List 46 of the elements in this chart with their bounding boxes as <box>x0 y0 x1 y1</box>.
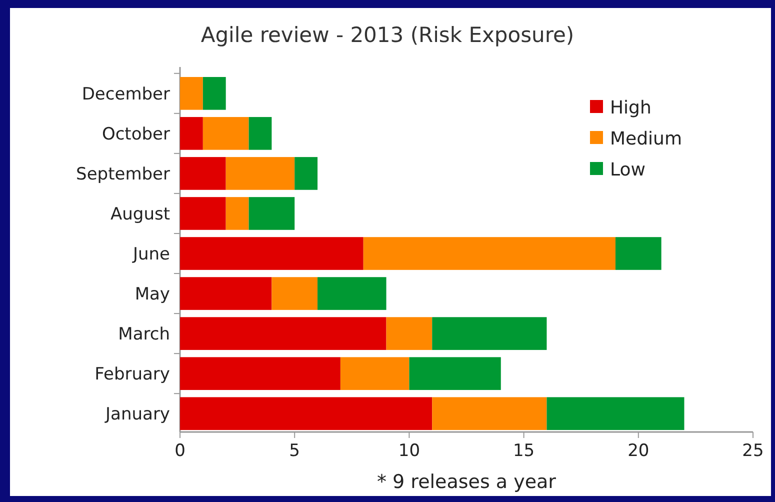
bar <box>248 117 272 150</box>
x-tick-label: 5 <box>289 441 300 461</box>
bar <box>180 157 226 190</box>
x-axis-title: * 9 releases a year <box>377 471 556 493</box>
bar <box>409 357 501 390</box>
y-tick-label: December <box>82 84 170 104</box>
bar <box>180 237 364 270</box>
y-tick-label: January <box>104 404 170 425</box>
bar <box>318 277 386 310</box>
bar <box>180 77 203 110</box>
chart-title: Agile review - 2013 (Risk Exposure) <box>200 23 574 47</box>
y-tick-label: October <box>102 124 170 144</box>
bar <box>226 157 295 190</box>
bar <box>272 277 318 310</box>
y-tick-label: May <box>134 284 170 304</box>
bar <box>294 157 318 190</box>
x-tick-label: 15 <box>512 441 535 461</box>
bar <box>432 397 547 430</box>
bar <box>180 357 340 390</box>
y-tick-label: September <box>76 164 170 184</box>
legend-label: High <box>610 97 652 118</box>
legend-label: Medium <box>610 128 682 150</box>
bar <box>226 197 249 230</box>
bar <box>202 77 226 110</box>
bar <box>546 397 684 430</box>
bar <box>248 197 295 230</box>
bar <box>180 317 386 350</box>
bar <box>340 357 410 390</box>
x-tick-label: 20 <box>628 441 650 461</box>
bar <box>386 317 432 350</box>
bar <box>202 117 249 150</box>
bar <box>363 237 616 270</box>
legend-label: Low <box>610 159 646 180</box>
y-tick-label: June <box>132 244 170 264</box>
y-tick-label: February <box>94 364 170 385</box>
x-tick-label: 25 <box>742 441 764 461</box>
bar <box>615 237 662 270</box>
bar <box>180 117 203 150</box>
y-tick-label: August <box>110 204 170 224</box>
x-tick-label: 0 <box>174 441 186 461</box>
y-tick-label: March <box>118 324 170 344</box>
x-tick-label: 10 <box>398 441 420 461</box>
bar <box>180 397 432 430</box>
bar <box>180 197 226 230</box>
bar <box>180 277 272 310</box>
bar <box>432 317 547 350</box>
